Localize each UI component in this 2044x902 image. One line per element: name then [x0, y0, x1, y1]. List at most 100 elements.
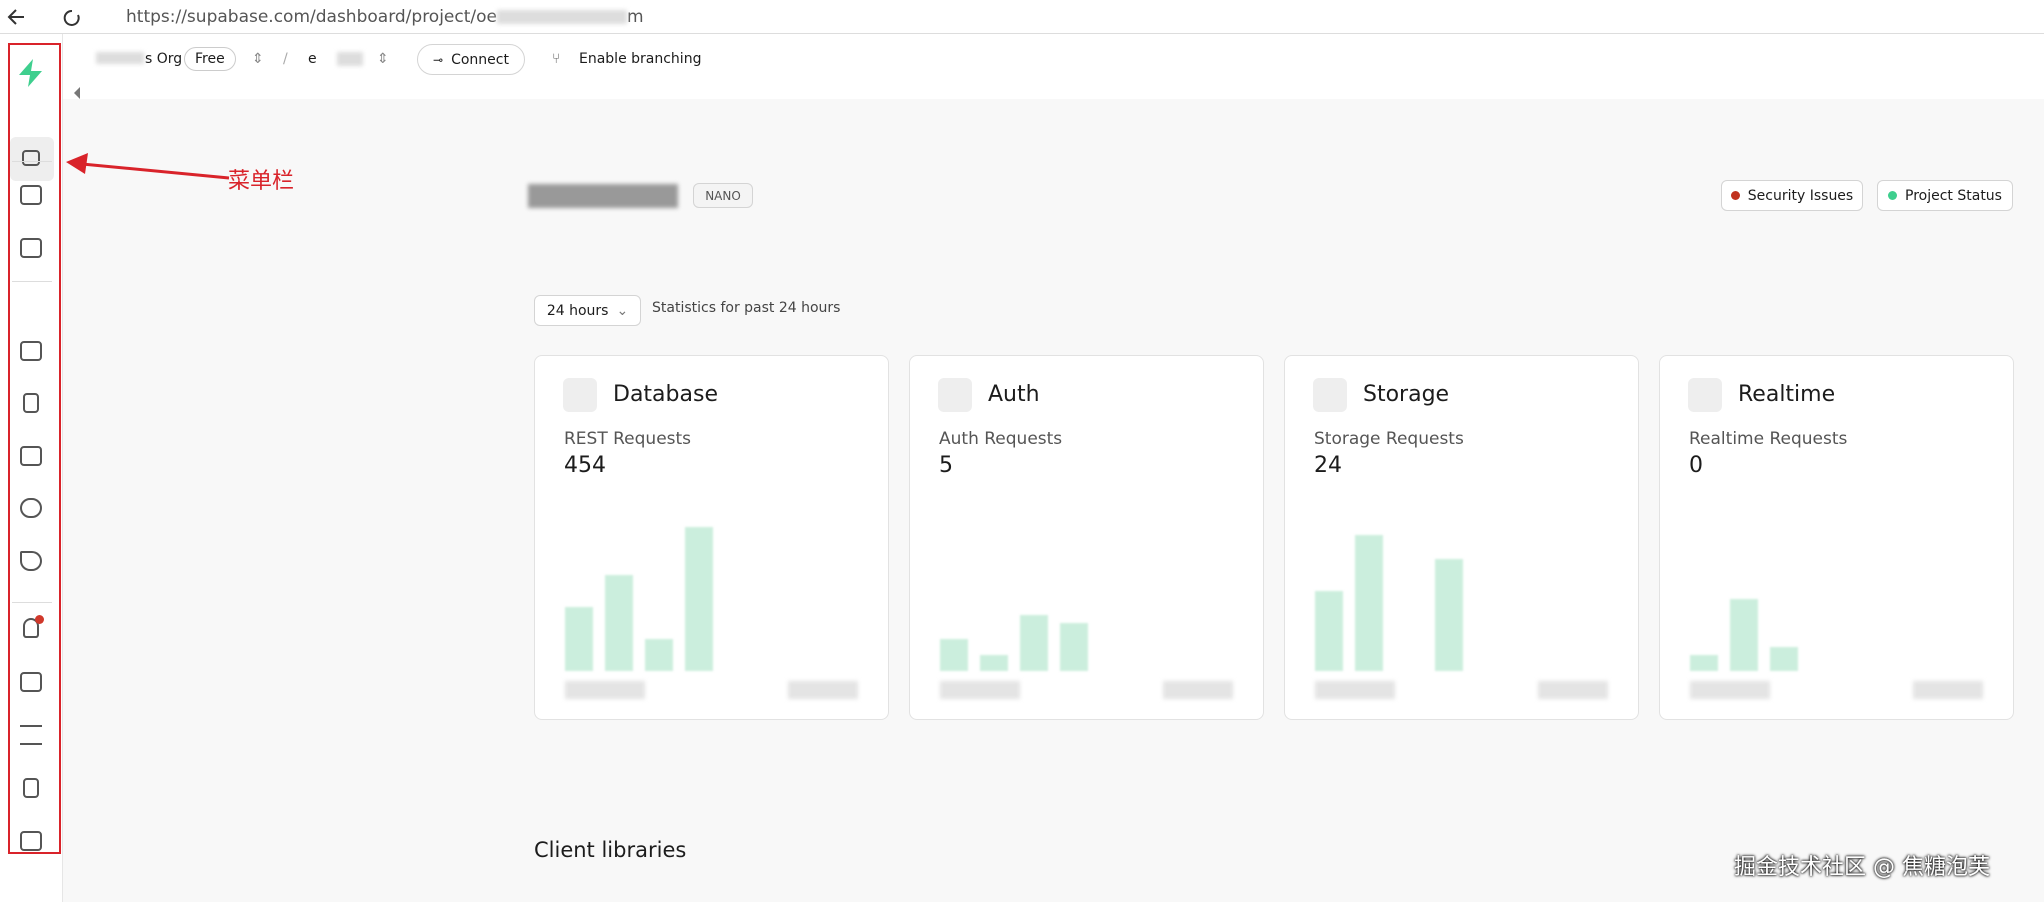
notification-dot	[35, 615, 44, 624]
storage-icon[interactable]	[20, 446, 42, 466]
url-bar[interactable]: https://supabase.com/dashboard/project/o…	[92, 4, 2042, 30]
card-icon	[1688, 378, 1722, 412]
connect-button[interactable]: ⊸ Connect	[417, 44, 525, 75]
redacted	[788, 681, 858, 699]
plug-icon: ⊸	[433, 52, 444, 67]
branching-link[interactable]: Enable branching	[579, 51, 702, 67]
sql-icon[interactable]	[20, 238, 42, 258]
redacted	[940, 681, 1020, 699]
stat-card[interactable]: Auth Auth Requests 5	[909, 355, 1264, 720]
card-metric: REST Requests	[564, 429, 692, 449]
table-icon[interactable]	[20, 185, 42, 205]
redacted	[565, 681, 645, 699]
org-name[interactable]: s Org	[145, 51, 183, 67]
redacted	[1690, 681, 1770, 699]
separator	[12, 161, 52, 162]
logs-icon[interactable]	[20, 725, 42, 745]
redacted-chart	[980, 655, 1008, 671]
compute-badge: NANO	[693, 183, 753, 208]
watermark: 掘金技术社区 @ 焦糖泡芙	[1734, 855, 1990, 880]
redacted-chart	[1690, 655, 1718, 671]
redacted	[337, 52, 363, 66]
redacted-chart	[645, 639, 673, 671]
chevron[interactable]: ⇕	[252, 51, 264, 67]
redacted-chart	[605, 575, 633, 671]
button-label: Project Status	[1905, 187, 2002, 204]
card-title: Realtime	[1738, 382, 1836, 407]
redacted-chart	[940, 639, 968, 671]
browser-bar: https://supabase.com/dashboard/project/o…	[0, 0, 2044, 34]
card-value: 24	[1314, 453, 1342, 478]
redacted	[1163, 681, 1233, 699]
redacted	[1913, 681, 1983, 699]
section-title: Client libraries	[534, 838, 687, 862]
plan-badge: Free	[184, 47, 236, 71]
nav-icons	[7, 9, 80, 26]
redacted-chart	[1315, 591, 1343, 671]
redacted-chart	[1020, 615, 1048, 671]
realtime-icon[interactable]	[20, 551, 42, 571]
advisor-icon[interactable]	[23, 618, 39, 638]
period-select[interactable]: 24 hours ⌄	[534, 295, 641, 326]
status-dot	[1888, 191, 1898, 200]
card-icon	[563, 378, 597, 412]
chevron[interactable]: ⇕	[377, 51, 389, 67]
url-text: m	[627, 7, 644, 27]
redacted-chart	[565, 607, 593, 671]
card-metric: Realtime Requests	[1689, 429, 1848, 449]
annotation-arrow	[66, 153, 230, 180]
card-title: Storage	[1363, 382, 1450, 407]
sidebar	[0, 34, 63, 902]
auth-icon[interactable]	[23, 393, 39, 413]
highlight-box	[8, 43, 61, 854]
redacted-chart	[685, 527, 713, 671]
functions-icon[interactable]	[20, 498, 42, 518]
redacted-chart	[1770, 647, 1798, 671]
redacted	[1538, 681, 1608, 699]
integrations-icon[interactable]	[20, 831, 42, 851]
redacted-chart	[1355, 535, 1383, 671]
button-label: Connect	[451, 51, 509, 68]
redacted	[96, 52, 144, 64]
collapse-toggle[interactable]	[74, 87, 80, 99]
redacted-chart	[1730, 599, 1758, 671]
select-label: 24 hours	[546, 302, 609, 319]
card-icon	[1313, 378, 1347, 412]
card-icon	[938, 378, 972, 412]
card-metric: Storage Requests	[1314, 429, 1464, 449]
card-metric: Auth Requests	[939, 429, 1063, 449]
status-button[interactable]: Project Status	[1877, 180, 2013, 211]
annotation-label: 菜单栏	[228, 169, 295, 194]
card-title: Database	[613, 382, 718, 407]
redacted	[1315, 681, 1395, 699]
top-nav	[63, 34, 2044, 99]
card-value: 0	[1689, 453, 1703, 478]
docs-icon[interactable]	[23, 778, 39, 798]
card-value: 454	[564, 453, 606, 478]
security-button[interactable]: Security Issues	[1721, 180, 1863, 211]
reports-icon[interactable]	[20, 672, 42, 692]
home-active[interactable]	[10, 137, 54, 181]
redacted-chart	[1060, 623, 1088, 671]
project-name[interactable]: e	[308, 51, 317, 67]
url-text: https://supabase.com/dashboard/project/o…	[126, 7, 497, 27]
stat-card[interactable]: Database REST Requests 454	[534, 355, 889, 720]
project-title-redacted	[528, 184, 678, 208]
card-value: 5	[939, 453, 953, 478]
card-title: Auth	[988, 382, 1040, 407]
button-label: Security Issues	[1747, 187, 1854, 204]
separator	[12, 281, 52, 282]
home-icon	[22, 150, 40, 166]
database-icon[interactable]	[20, 341, 42, 361]
status-dot	[1730, 191, 1740, 200]
slash: /	[283, 51, 288, 67]
redacted	[497, 10, 627, 24]
logo[interactable]	[16, 58, 46, 88]
separator	[12, 602, 52, 603]
stats-caption: Statistics for past 24 hours	[652, 300, 841, 316]
chevron: ⌄	[616, 302, 629, 319]
stat-card[interactable]: Storage Storage Requests 24	[1284, 355, 1639, 720]
stat-card[interactable]: Realtime Realtime Requests 0	[1659, 355, 2014, 720]
